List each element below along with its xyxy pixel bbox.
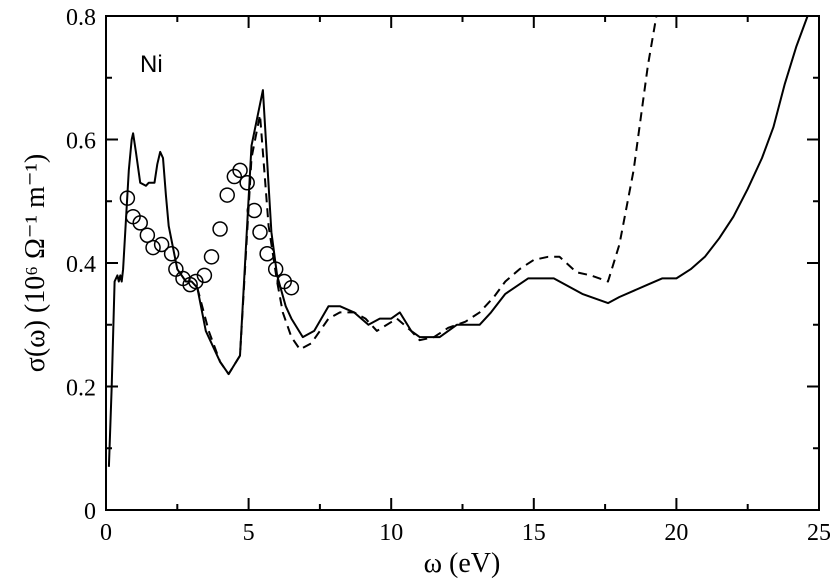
- data-point-circle: [132, 215, 148, 231]
- data-point-circle: [226, 168, 243, 185]
- annotation-label: Ni: [140, 51, 163, 78]
- data-point-circle: [163, 245, 180, 262]
- data-point-circle: [252, 224, 268, 240]
- y-tick-label: 0.8: [66, 5, 96, 31]
- data-point-circle: [267, 261, 284, 277]
- x-tick-label: 5: [243, 520, 255, 546]
- series-line-dashed: [196, 15, 658, 376]
- plot-area: 0 5 10 15 20 25 0 0.2 0.4 0.6 0.8: [66, 5, 830, 546]
- data-point-circle: [246, 202, 263, 219]
- data-point-circle: [259, 245, 275, 262]
- data-point-circle: [139, 227, 156, 243]
- x-tick-label: 15: [522, 520, 546, 546]
- y-tick-label: 0.6: [66, 129, 96, 155]
- series-markers: [119, 162, 300, 296]
- y-tick-label: 0.2: [66, 376, 96, 402]
- x-tick-label: 10: [379, 520, 403, 546]
- series-line-solid: [107, 15, 809, 467]
- data-point-circle: [196, 267, 213, 284]
- data-point-circle: [212, 221, 228, 237]
- data-point-circle: [119, 190, 136, 206]
- data-point-circle: [203, 249, 220, 265]
- y-tick-label: 0.4: [66, 252, 96, 278]
- x-tick-label: 20: [664, 520, 688, 546]
- data-point-circle: [239, 174, 255, 191]
- x-axis-label: ω (eV): [424, 548, 501, 579]
- data-point-circle: [232, 162, 248, 179]
- x-tick-label: 0: [100, 520, 112, 546]
- data-point-circle: [153, 236, 170, 253]
- data-point-circle: [283, 279, 300, 296]
- y-tick-label: 0: [84, 499, 96, 525]
- data-point-circle: [145, 239, 161, 256]
- y-axis-label: σ(ω) (10⁶ Ω⁻¹ m⁻¹): [20, 154, 51, 373]
- x-tick-label: 25: [807, 520, 830, 546]
- data-point-circle: [219, 187, 235, 203]
- series-layer: [107, 15, 809, 467]
- axis-ticks: 0 5 10 15 20 25 0 0.2 0.4 0.6 0.8: [66, 5, 830, 546]
